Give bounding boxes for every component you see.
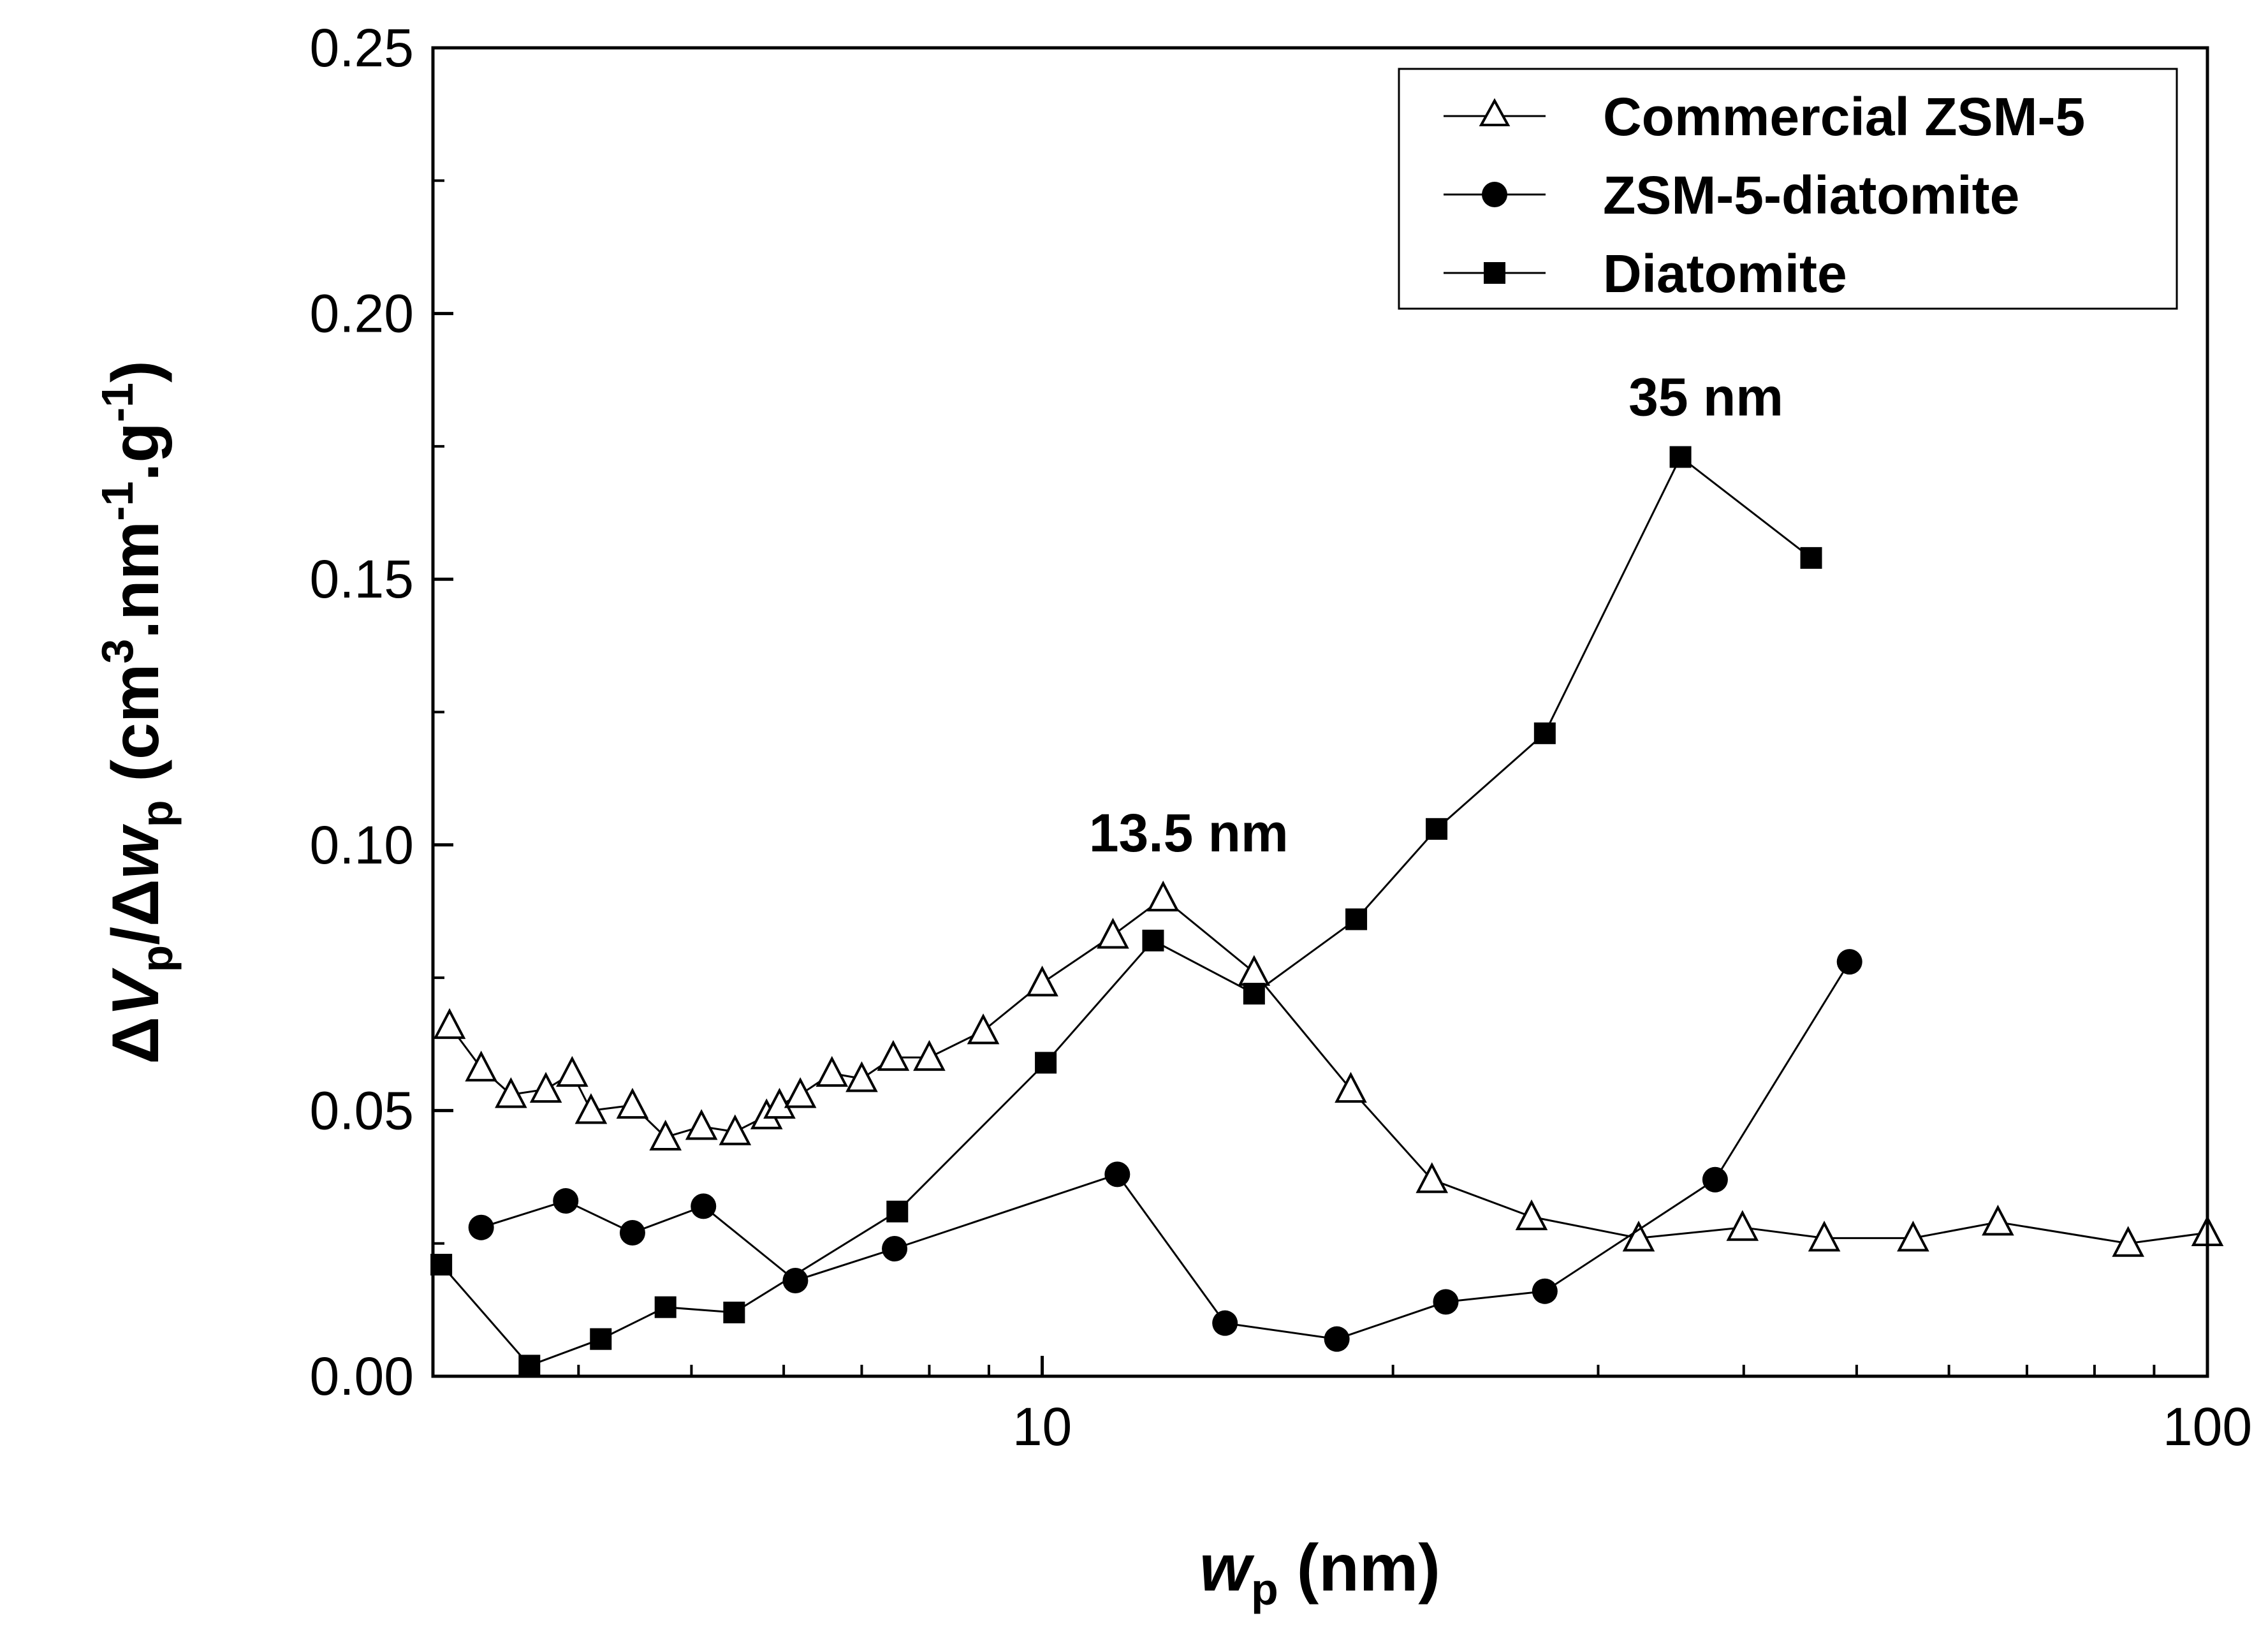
data-point-triangle: [1026, 966, 1058, 997]
data-point-triangle: [1146, 880, 1180, 912]
data-point-triangle: [719, 1114, 752, 1145]
data-point-circle: [1433, 1289, 1459, 1315]
data-point-square: [723, 1302, 745, 1324]
data-point-triangle: [967, 1013, 1000, 1045]
series-zsm-5-diatomite: [468, 949, 1862, 1352]
legend-triangle-marker: [1479, 98, 1511, 126]
data-point-triangle: [877, 1040, 910, 1071]
y-tick-label: 0.05: [310, 1080, 414, 1140]
data-point-circle: [1702, 1166, 1728, 1193]
y-axis-title: ΔVp/Δwp (cm3.nm-1.g-1): [92, 360, 182, 1064]
x-axis-title: wp (nm): [1199, 1531, 1440, 1614]
data-point-triangle: [529, 1071, 562, 1103]
data-point-circle: [1104, 1161, 1130, 1187]
data-point-square: [1345, 908, 1368, 930]
series-line: [440, 455, 1812, 1367]
y-tick-label: 0.10: [310, 815, 414, 875]
y-tick-label: 0.20: [310, 284, 414, 344]
data-point-triangle: [913, 1040, 946, 1071]
data-point-square: [1035, 1052, 1057, 1074]
data-point-triangle: [1335, 1071, 1367, 1103]
data-point-triangle: [1416, 1162, 1449, 1193]
series-diatomite: [430, 446, 1822, 1377]
legend-entry-diatomite: Diatomite: [1444, 244, 1847, 304]
x-tick-label: 10: [1013, 1397, 1072, 1457]
y-tick-label: 0.00: [310, 1346, 414, 1406]
data-point-square: [1669, 446, 1692, 468]
series-line: [448, 897, 2208, 1245]
data-point-triangle: [2112, 1226, 2144, 1257]
plot-series: [430, 446, 2224, 1377]
data-point-square: [1800, 547, 1822, 569]
data-point-triangle: [784, 1077, 817, 1108]
data-point-circle: [882, 1236, 908, 1262]
data-point-circle: [1212, 1310, 1238, 1336]
data-point-circle: [468, 1214, 494, 1240]
legend-label-zsm5-diatomite: ZSM-5-diatomite: [1603, 165, 2019, 225]
data-point-triangle: [465, 1050, 497, 1082]
data-point-triangle: [556, 1055, 589, 1087]
data-point-triangle: [1622, 1221, 1655, 1252]
data-point-triangle: [649, 1119, 682, 1151]
data-point-triangle: [1982, 1205, 2014, 1236]
data-point-square: [518, 1355, 541, 1377]
data-point-circle: [782, 1268, 808, 1294]
data-point-square: [654, 1296, 677, 1318]
data-point-square: [886, 1200, 909, 1223]
data-point-triangle: [433, 1008, 466, 1040]
data-point-triangle: [1726, 1210, 1759, 1241]
data-point-square: [1243, 983, 1265, 1005]
series-commercial-zsm-5: [433, 880, 2224, 1257]
legend-square-marker: [1484, 262, 1505, 284]
x-tick-label: 100: [2163, 1397, 2252, 1457]
legend-label-commercial-zsm5: Commercial ZSM-5: [1603, 87, 2085, 147]
plot-frame: [431, 46, 2209, 1378]
annotation-label: 35 nm: [1628, 367, 1783, 427]
data-point-square: [1142, 929, 1164, 952]
legend-entry-zsm5-diatomite: ZSM-5-diatomite: [1444, 165, 2019, 225]
data-point-triangle: [616, 1087, 649, 1119]
legend-circle-marker: [1482, 182, 1507, 207]
y-tick-label: 0.15: [310, 549, 414, 609]
legend-entry-commercial-zsm5: Commercial ZSM-5: [1444, 87, 2085, 147]
y-axis-ticks: 0.00 0.05 0.10 0.15 0.20 0.25: [310, 18, 453, 1406]
legend-box: [1398, 68, 2178, 310]
x-axis-ticks: 10 100: [432, 1356, 2252, 1457]
data-point-circle: [691, 1193, 717, 1219]
y-tick-label: 0.25: [310, 18, 414, 78]
data-point-triangle: [1515, 1199, 1548, 1231]
data-point-square: [590, 1328, 612, 1350]
data-point-square: [1533, 722, 1556, 744]
data-point-triangle: [495, 1077, 527, 1108]
data-point-circle: [619, 1220, 645, 1246]
data-point-triangle: [1097, 918, 1129, 949]
data-point-triangle: [1238, 955, 1271, 986]
data-point-triangle: [685, 1109, 718, 1140]
data-point-triangle: [816, 1055, 849, 1087]
legend-label-diatomite: Diatomite: [1603, 244, 1847, 304]
data-point-circle: [553, 1188, 579, 1214]
data-point-triangle: [1897, 1221, 1929, 1252]
data-point-circle: [1324, 1326, 1350, 1352]
data-point-triangle: [574, 1093, 608, 1124]
data-point-triangle: [845, 1061, 878, 1092]
data-point-circle: [1836, 949, 1862, 975]
data-point-square: [1426, 818, 1448, 840]
series-line: [481, 961, 1850, 1341]
data-point-triangle: [1808, 1221, 1841, 1252]
legend: Commercial ZSM-5 ZSM-5-diatomite Diatomi…: [1398, 68, 2178, 310]
annotations: 13.5 nm 35 nm: [1089, 367, 1783, 863]
annotation-label: 13.5 nm: [1089, 803, 1289, 863]
data-point-circle: [1532, 1278, 1558, 1304]
